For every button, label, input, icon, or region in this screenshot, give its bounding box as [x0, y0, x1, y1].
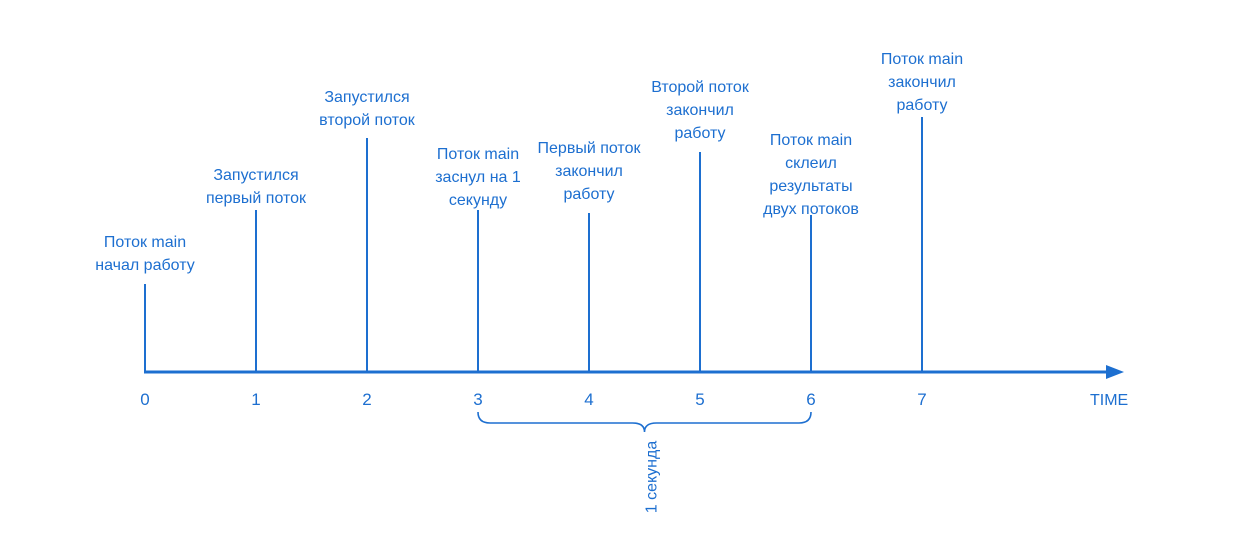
event-label-line: Поток main	[881, 51, 963, 68]
event-label-line: Поток main	[104, 234, 186, 251]
event-label-line: работу	[674, 125, 725, 142]
event-label-line: закончил	[555, 163, 623, 180]
event-label-5: Второй поток закончил работу	[651, 79, 750, 142]
tick-label-1: 1	[251, 390, 260, 409]
tick-label-3: 3	[473, 390, 482, 409]
event-label-7: Поток main закончил работу	[881, 51, 963, 114]
event-label-line: Второй поток	[651, 79, 750, 96]
tick-label-2: 2	[362, 390, 371, 409]
event-label-line: Первый поток	[538, 140, 642, 157]
tick-label-4: 4	[584, 390, 593, 409]
one-second-brace-label: 1 секунда	[644, 441, 661, 514]
event-label-2: Запустился второй поток	[319, 89, 416, 129]
event-label-line: заснул на 1	[435, 169, 521, 186]
event-label-line: секунду	[449, 192, 507, 209]
time-axis-label: TIME	[1090, 392, 1128, 409]
event-label-1: Запустился первый поток	[206, 167, 307, 207]
event-markers: Поток main начал работу Запустился первый п…	[95, 51, 963, 372]
tick-label-5: 5	[695, 390, 704, 409]
event-label-line: склеил	[785, 155, 837, 172]
event-label-line: первый поток	[206, 190, 307, 207]
one-second-brace	[477, 411, 812, 433]
tick-label-0: 0	[140, 390, 149, 409]
event-label-line: Запустился	[213, 167, 298, 184]
time-axis-arrowhead	[1106, 365, 1124, 379]
time-axis-tick-labels: 0 1 2 3 4 5 6 7	[140, 390, 926, 409]
event-label-line: Поток main	[437, 146, 519, 163]
event-label-line: закончил	[666, 102, 734, 119]
event-label-3: Поток main заснул на 1 секунду	[435, 146, 521, 209]
event-label-line: работу	[563, 186, 614, 203]
event-label-4: Первый поток закончил работу	[538, 140, 642, 203]
event-label-6: Поток main склеил результаты двух потоков	[763, 132, 859, 218]
event-label-line: работу	[896, 97, 947, 114]
tick-label-6: 6	[806, 390, 815, 409]
event-label-line: закончил	[888, 74, 956, 91]
event-label-line: Поток main	[770, 132, 852, 149]
event-label-line: начал работу	[95, 257, 194, 274]
event-label-line: Запустился	[324, 89, 409, 106]
tick-label-7: 7	[917, 390, 926, 409]
event-label-0: Поток main начал работу	[95, 234, 194, 274]
event-label-line: второй поток	[319, 112, 416, 129]
event-label-line: результаты	[769, 178, 852, 195]
event-label-line: двух потоков	[763, 201, 859, 218]
